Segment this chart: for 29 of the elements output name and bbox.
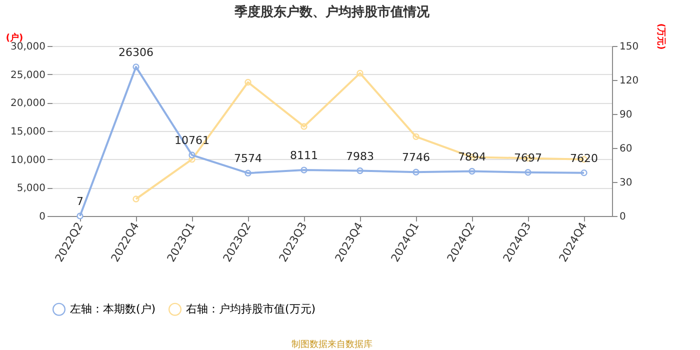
y-tick-label: 20,000 <box>10 98 46 110</box>
text: 制图数据来自数据库 <box>292 339 372 350</box>
y-tick-label: 0 <box>39 212 46 222</box>
y-tick-label: 25,000 <box>10 70 46 81</box>
chart-title: 季度股东户数、户均持股市值情况 <box>234 4 430 20</box>
y2-tick-label: 150 <box>620 42 639 52</box>
y2-tick-label: 60 <box>620 144 632 154</box>
data-label: 7746 <box>402 151 430 164</box>
data-label: 7697 <box>514 151 542 164</box>
data-label: 26306 <box>118 46 154 59</box>
y2-tick-label: 120 <box>620 76 639 86</box>
y2-tick-label: 90 <box>620 110 632 120</box>
y2-axis-title: (万元) <box>656 23 666 50</box>
data-label: 10761 <box>174 134 210 148</box>
data-label: 8111 <box>290 149 318 162</box>
y2-tick-label: 30 <box>620 178 632 188</box>
data-label: 7894 <box>458 150 486 164</box>
y-tick-label: 15,000 <box>10 126 46 138</box>
y-axis-title: (户) <box>6 32 24 44</box>
y2-tick-label: 0 <box>620 212 626 222</box>
y-tick-label: 30,000 <box>10 42 46 52</box>
data-label: 7983 <box>346 150 374 163</box>
y-tick-label: 10,000 <box>10 154 46 166</box>
y-tick-label: 5,000 <box>16 183 46 194</box>
legend-label: 左轴：本期数(户) <box>70 302 156 316</box>
data-label: 7620 <box>570 152 598 165</box>
data-label: 7574 <box>234 152 262 166</box>
data-label: 7 <box>76 194 84 208</box>
legend-label: 右轴：户均持股市值(万元) <box>186 302 316 316</box>
